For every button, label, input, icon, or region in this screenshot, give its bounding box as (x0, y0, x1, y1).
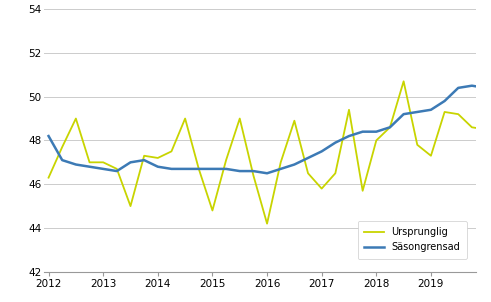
Säsongrensad (155, 165, 161, 169)
Säsongrensad (264, 172, 270, 175)
Säsongrensad (387, 126, 393, 129)
Ursprunglig (373, 139, 379, 142)
Ursprunglig (401, 79, 407, 83)
Säsongrensad (332, 141, 338, 144)
Säsongrensad (250, 169, 256, 173)
Säsongrensad (237, 169, 243, 173)
Ursprunglig (223, 158, 229, 162)
Ursprunglig (168, 149, 174, 153)
Säsongrensad (360, 130, 366, 133)
Ursprunglig (292, 119, 298, 123)
Säsongrensad (414, 110, 420, 114)
Ursprunglig (59, 145, 65, 149)
Ursprunglig (141, 154, 147, 158)
Ursprunglig (414, 143, 420, 147)
Ursprunglig (428, 154, 434, 158)
Säsongrensad (114, 169, 120, 173)
Ursprunglig (264, 222, 270, 225)
Ursprunglig (483, 128, 489, 131)
Säsongrensad (278, 167, 284, 171)
Ursprunglig (73, 117, 79, 120)
Säsongrensad (428, 108, 434, 111)
Säsongrensad (401, 112, 407, 116)
Säsongrensad (292, 163, 298, 166)
Ursprunglig (155, 156, 161, 160)
Säsongrensad (469, 84, 475, 88)
Line: Säsongrensad: Säsongrensad (49, 72, 491, 173)
Ursprunglig (182, 117, 188, 120)
Säsongrensad (319, 149, 325, 153)
Säsongrensad (196, 167, 202, 171)
Säsongrensad (441, 99, 447, 103)
Legend: Ursprunglig, Säsongrensad: Ursprunglig, Säsongrensad (357, 220, 467, 259)
Ursprunglig (46, 176, 52, 179)
Ursprunglig (278, 160, 284, 164)
Line: Ursprunglig: Ursprunglig (49, 27, 491, 223)
Säsongrensad (210, 167, 216, 171)
Ursprunglig (250, 174, 256, 177)
Säsongrensad (46, 134, 52, 138)
Säsongrensad (182, 167, 188, 171)
Ursprunglig (100, 160, 106, 164)
Säsongrensad (100, 167, 106, 171)
Säsongrensad (86, 165, 92, 169)
Ursprunglig (237, 117, 243, 120)
Säsongrensad (373, 130, 379, 133)
Ursprunglig (469, 126, 475, 129)
Ursprunglig (196, 167, 202, 171)
Säsongrensad (223, 167, 229, 171)
Ursprunglig (319, 187, 325, 191)
Ursprunglig (360, 189, 366, 193)
Ursprunglig (114, 167, 120, 171)
Ursprunglig (210, 209, 216, 212)
Säsongrensad (168, 167, 174, 171)
Ursprunglig (455, 112, 461, 116)
Säsongrensad (305, 156, 311, 160)
Säsongrensad (346, 134, 352, 138)
Säsongrensad (128, 160, 134, 164)
Säsongrensad (73, 163, 79, 166)
Ursprunglig (346, 108, 352, 111)
Ursprunglig (86, 160, 92, 164)
Ursprunglig (128, 204, 134, 208)
Säsongrensad (455, 86, 461, 90)
Ursprunglig (387, 126, 393, 129)
Ursprunglig (441, 110, 447, 114)
Säsongrensad (59, 158, 65, 162)
Säsongrensad (483, 86, 489, 90)
Ursprunglig (332, 172, 338, 175)
Ursprunglig (305, 172, 311, 175)
Säsongrensad (141, 158, 147, 162)
